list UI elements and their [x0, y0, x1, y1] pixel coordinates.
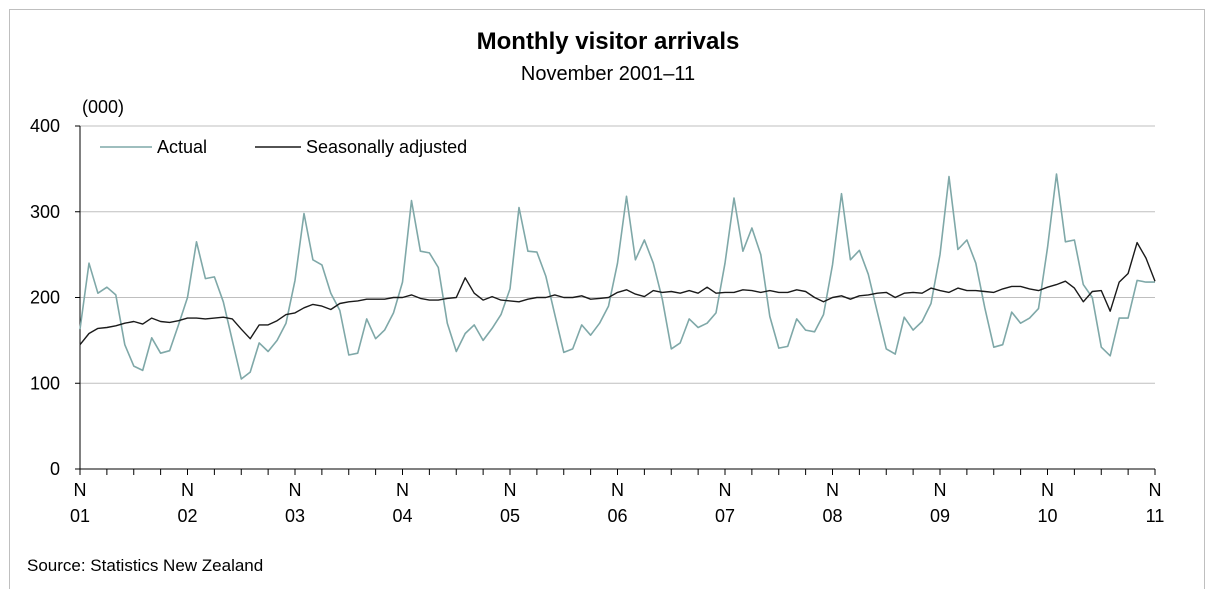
- x-tick-label-year: 04: [392, 506, 412, 526]
- legend-label-actual: Actual: [157, 137, 207, 157]
- x-tick-label-month: N: [1149, 480, 1162, 500]
- legend-label-seasonally-adjusted: Seasonally adjusted: [306, 137, 467, 157]
- x-tick-label-year: 02: [177, 506, 197, 526]
- x-tick-label-year: 06: [607, 506, 627, 526]
- y-tick-label: 100: [30, 373, 60, 393]
- chart-subtitle: November 2001–11: [520, 63, 696, 85]
- x-tick-label-year: 09: [930, 506, 950, 526]
- x-tick-label-year: 11: [1146, 506, 1165, 526]
- series-line-seasonally-adjusted: [79, 241, 1156, 346]
- x-tick-label-year: 01: [70, 506, 90, 526]
- x-tick-label-month: N: [289, 480, 302, 500]
- y-tick-label: 200: [30, 288, 60, 308]
- series-line-actual: [79, 173, 1155, 380]
- x-tick-label-year: 07: [715, 506, 735, 526]
- x-tick-label-month: N: [826, 480, 839, 500]
- x-tick-label-month: N: [181, 480, 194, 500]
- x-tick-label-year: 08: [822, 506, 842, 526]
- x-tick-label-month: N: [611, 480, 624, 500]
- chart-frame: [9, 9, 1205, 589]
- y-tick-label: 400: [30, 116, 60, 136]
- x-tick-label-month: N: [934, 480, 947, 500]
- x-tick-label-year: 05: [500, 506, 520, 526]
- x-tick-label-month: N: [719, 480, 732, 500]
- x-tick-label-month: N: [396, 480, 409, 500]
- y-tick-label: 300: [30, 202, 60, 222]
- x-tick-label-month: N: [74, 480, 87, 500]
- y-axis-unit-label: (000): [82, 97, 125, 117]
- x-tick-label-month: N: [1041, 480, 1054, 500]
- source-note: Source: Statistics New Zealand: [27, 556, 264, 575]
- y-tick-label: 0: [50, 459, 60, 479]
- x-tick-label-month: N: [504, 480, 517, 500]
- x-tick-label-year: 10: [1037, 506, 1057, 526]
- x-tick-label-year: 03: [285, 506, 305, 526]
- chart-title: Monthly visitor arrivals: [476, 28, 740, 55]
